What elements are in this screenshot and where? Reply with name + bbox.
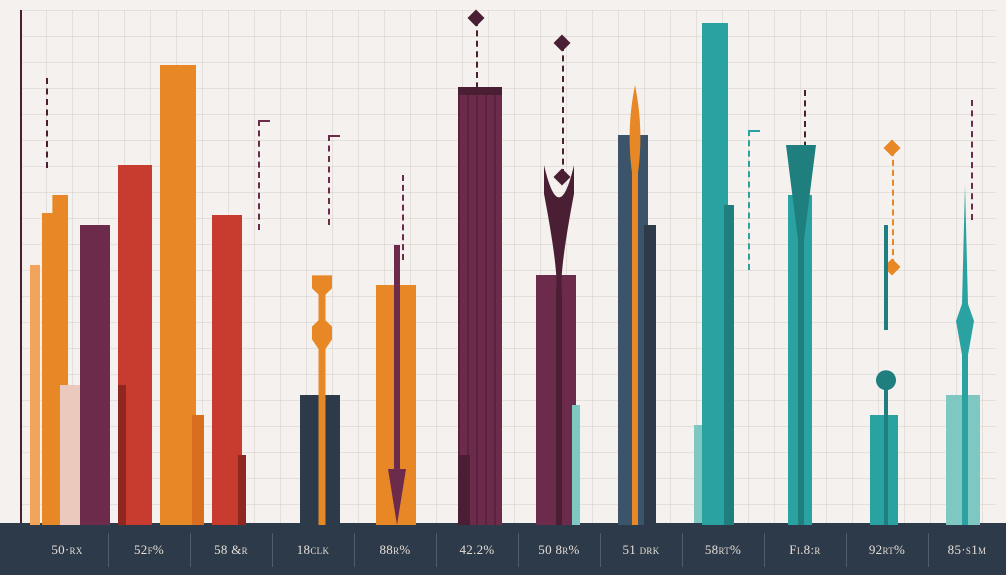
bar: [536, 275, 576, 525]
x-axis-label: Fi.8:r: [764, 525, 846, 575]
bar: [870, 415, 898, 525]
x-axis-label: 85·s1m: [928, 525, 1006, 575]
x-axis-label: 88r%: [354, 525, 436, 575]
bar: [458, 455, 470, 525]
bar: [724, 205, 734, 525]
y-axis: [20, 10, 22, 525]
bar: [300, 395, 340, 525]
bar: [946, 395, 980, 525]
label-band: 50·rx52f%58 &r18clk88r%42.2%50 8r%51 drk…: [0, 525, 1006, 575]
x-axis-label: 50·rx: [26, 525, 108, 575]
x-axis-label: 50 8r%: [518, 525, 600, 575]
x-axis-label: 18clk: [272, 525, 354, 575]
bar: [80, 225, 110, 525]
bar: [572, 405, 580, 525]
x-axis-label: 51 drk: [600, 525, 682, 575]
bar: [788, 195, 812, 525]
bar: [160, 65, 196, 525]
bar: [238, 455, 246, 525]
bar: [30, 265, 40, 525]
x-axis-label: 42.2%: [436, 525, 518, 575]
x-axis-label: 52f%: [108, 525, 190, 575]
bar: [192, 415, 204, 525]
x-axis-label: 58rt%: [682, 525, 764, 575]
x-axis-label: 92rt%: [846, 525, 928, 575]
chart-canvas: 50·rx52f%58 &r18clk88r%42.2%50 8r%51 drk…: [0, 0, 1006, 575]
bar: [118, 385, 126, 525]
x-axis-label: 58 &r: [190, 525, 272, 575]
bar: [644, 225, 656, 525]
bar: [376, 285, 416, 525]
